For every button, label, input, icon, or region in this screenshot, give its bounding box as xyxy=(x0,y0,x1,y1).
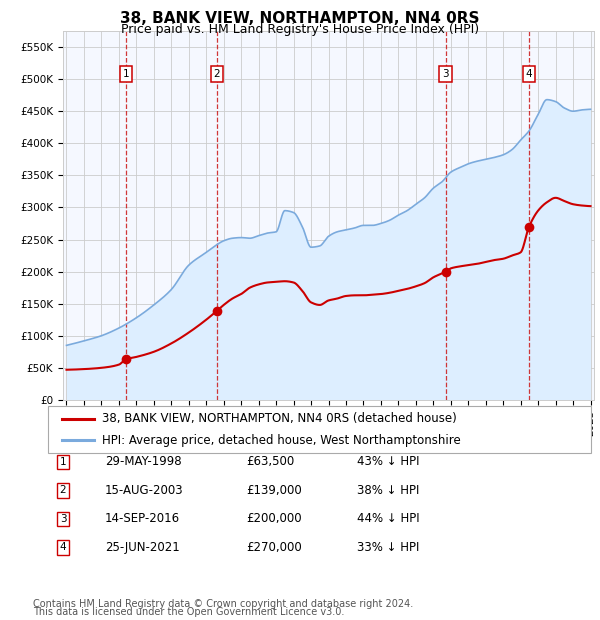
Text: 3: 3 xyxy=(442,69,449,79)
Text: 4: 4 xyxy=(59,542,67,552)
Text: £63,500: £63,500 xyxy=(246,456,294,468)
Text: 1: 1 xyxy=(123,69,130,79)
Text: 3: 3 xyxy=(59,514,67,524)
Text: £139,000: £139,000 xyxy=(246,484,302,497)
Text: Contains HM Land Registry data © Crown copyright and database right 2024.: Contains HM Land Registry data © Crown c… xyxy=(33,599,413,609)
Text: 2: 2 xyxy=(214,69,220,79)
Text: 4: 4 xyxy=(526,69,532,79)
Text: 43% ↓ HPI: 43% ↓ HPI xyxy=(357,456,419,468)
Text: 1: 1 xyxy=(59,457,67,467)
Text: This data is licensed under the Open Government Licence v3.0.: This data is licensed under the Open Gov… xyxy=(33,607,344,617)
Text: 33% ↓ HPI: 33% ↓ HPI xyxy=(357,541,419,554)
Text: 2: 2 xyxy=(59,485,67,495)
Text: Price paid vs. HM Land Registry's House Price Index (HPI): Price paid vs. HM Land Registry's House … xyxy=(121,23,479,36)
Text: 14-SEP-2016: 14-SEP-2016 xyxy=(105,513,180,525)
Text: 15-AUG-2003: 15-AUG-2003 xyxy=(105,484,184,497)
Text: 38, BANK VIEW, NORTHAMPTON, NN4 0RS (detached house): 38, BANK VIEW, NORTHAMPTON, NN4 0RS (det… xyxy=(103,412,457,425)
Text: 25-JUN-2021: 25-JUN-2021 xyxy=(105,541,180,554)
Text: 38% ↓ HPI: 38% ↓ HPI xyxy=(357,484,419,497)
FancyBboxPatch shape xyxy=(48,406,591,453)
Text: £270,000: £270,000 xyxy=(246,541,302,554)
Text: HPI: Average price, detached house, West Northamptonshire: HPI: Average price, detached house, West… xyxy=(103,433,461,446)
Text: 29-MAY-1998: 29-MAY-1998 xyxy=(105,456,182,468)
Text: 44% ↓ HPI: 44% ↓ HPI xyxy=(357,513,419,525)
Text: £200,000: £200,000 xyxy=(246,513,302,525)
Text: 38, BANK VIEW, NORTHAMPTON, NN4 0RS: 38, BANK VIEW, NORTHAMPTON, NN4 0RS xyxy=(120,11,480,26)
